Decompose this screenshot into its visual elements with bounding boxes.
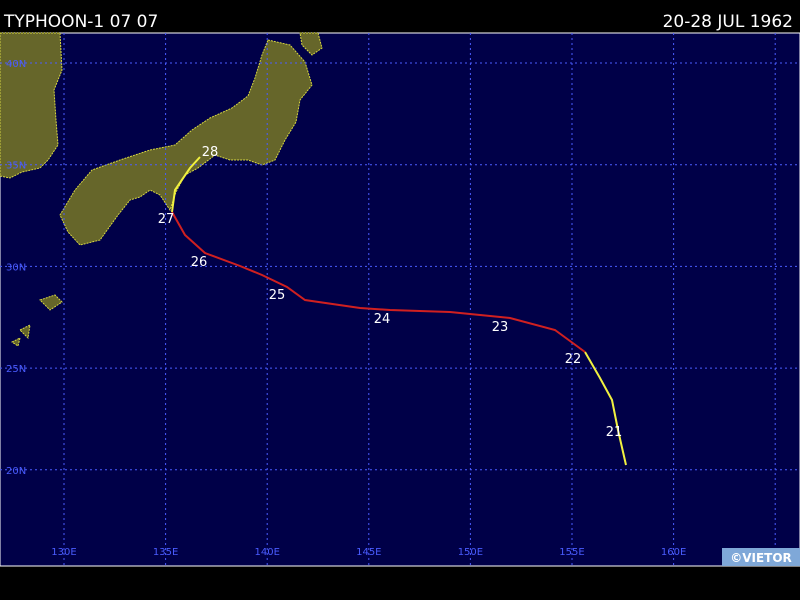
day-label: 28 bbox=[202, 145, 219, 160]
day-label: 21 bbox=[606, 425, 623, 440]
day-label: 25 bbox=[269, 288, 286, 303]
lat-label: 30N bbox=[6, 262, 26, 273]
lon-label: 130E bbox=[51, 547, 76, 558]
day-label: 27 bbox=[158, 212, 175, 227]
map-area bbox=[0, 32, 800, 567]
islands bbox=[11, 294, 63, 347]
lon-label: 160E bbox=[661, 547, 686, 558]
lat-label: 20N bbox=[6, 466, 26, 477]
credit-box bbox=[722, 548, 800, 566]
korea bbox=[0, 32, 63, 179]
lon-label: 155E bbox=[559, 547, 584, 558]
land bbox=[0, 32, 323, 347]
date-range: 20-28 JUL 1962 bbox=[663, 12, 793, 32]
hokkaido bbox=[299, 32, 323, 56]
lon-label: 140E bbox=[254, 547, 279, 558]
lat-label: 40N bbox=[6, 59, 26, 70]
track-late bbox=[171, 156, 201, 213]
title: TYPHOON-1 07 07 bbox=[3, 12, 158, 32]
track-mid bbox=[171, 211, 586, 353]
day-label: 23 bbox=[492, 320, 509, 335]
lon-label: 145E bbox=[356, 547, 381, 558]
track-early bbox=[584, 351, 627, 466]
day-labels: 28 27 26 25 24 23 22 21 bbox=[158, 145, 623, 440]
lat-label: 35N bbox=[6, 161, 26, 172]
lon-label: 135E bbox=[153, 547, 178, 558]
lon-label: 150E bbox=[458, 547, 483, 558]
credit: ©VIETOR bbox=[730, 551, 792, 565]
day-label: 22 bbox=[565, 352, 582, 367]
day-label: 26 bbox=[191, 255, 208, 270]
track bbox=[171, 156, 627, 466]
honshu bbox=[59, 39, 313, 246]
grid: 40N 35N 30N 25N 20N 130E 135E 140E 145E 150E 155E 1… bbox=[0, 33, 800, 566]
day-label: 24 bbox=[374, 312, 391, 327]
lat-label: 25N bbox=[6, 364, 26, 375]
